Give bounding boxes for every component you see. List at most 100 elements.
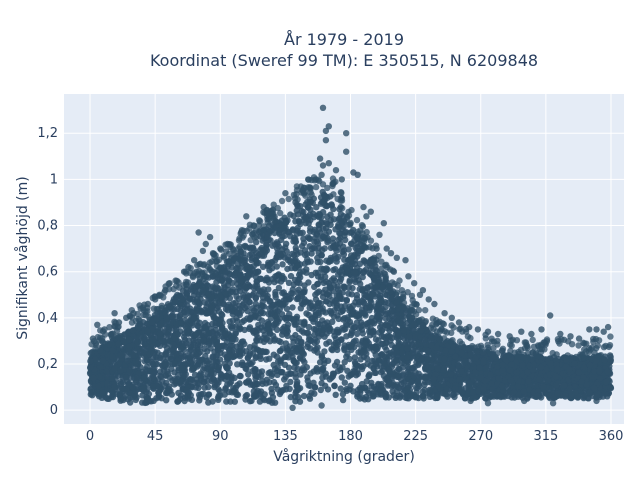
data-point [247,315,254,323]
data-point [393,315,401,322]
data-point [153,315,160,323]
data-point [198,329,205,336]
data-point [304,234,312,241]
data-point [525,378,532,385]
data-point [415,361,422,369]
data-point [398,349,405,356]
data-point [372,360,379,367]
data-point [99,357,107,365]
data-point [253,239,260,246]
data-point [281,314,289,322]
data-point [355,277,362,284]
data-point [225,258,232,265]
data-point [537,364,545,371]
data-point [346,303,353,310]
data-point [246,344,254,351]
data-point [566,366,573,373]
data-point [196,397,203,404]
data-point [400,317,407,324]
data-point [282,353,290,360]
data-point [418,327,425,334]
data-point [396,394,404,401]
data-point [340,223,347,231]
data-point [325,258,333,266]
data-point [171,360,178,367]
data-point [370,328,377,335]
data-point [201,384,208,391]
data-points [86,104,615,411]
data-point [297,269,304,276]
data-point [287,378,294,386]
data-point [347,331,354,339]
data-point [238,361,246,369]
data-point [301,296,308,303]
data-point [351,354,359,361]
data-point [378,327,386,334]
data-point [361,340,369,348]
data-point [344,267,351,274]
data-point [368,383,375,390]
data-point [289,334,296,342]
data-point [337,303,345,310]
data-point [406,333,413,340]
data-point [497,393,505,401]
data-point [294,365,301,373]
data-point [246,350,254,357]
data-point [331,382,338,389]
data-point [394,372,401,379]
data-point [282,219,290,226]
data-point [156,330,164,337]
data-point [413,394,420,401]
data-point [163,317,170,324]
data-point [252,273,260,280]
data-point [345,373,352,380]
data-point [253,336,260,344]
data-point [146,338,153,345]
data-point [240,259,248,266]
data-point [337,366,344,374]
data-point [162,382,169,390]
data-point [358,297,366,305]
data-point [236,323,243,331]
data-point [162,350,169,357]
data-point [333,299,340,307]
data-point [222,386,229,393]
data-point [335,236,343,243]
data-point [498,382,506,390]
data-point [304,374,311,381]
data-point [337,385,344,392]
data-point [581,363,588,371]
data-point [109,375,116,382]
data-point [171,376,178,383]
data-point [230,300,237,307]
data-point [129,352,136,359]
data-point [329,373,337,380]
data-point [326,338,333,346]
data-point [140,387,147,394]
data-point [281,323,288,331]
data-point [336,278,344,285]
data-point [364,387,371,394]
data-point [245,371,252,378]
data-point [308,250,315,257]
data-point [166,374,173,381]
data-point [421,336,428,343]
data-point [357,347,365,354]
data-point [275,337,282,345]
data-point [323,203,330,210]
data-point [224,373,231,381]
data-point [384,374,391,381]
data-point [290,357,297,364]
data-point [422,362,430,370]
data-point [351,359,359,366]
data-point [324,291,331,298]
data-point [494,363,501,370]
data-point [187,392,194,399]
data-point [268,372,275,380]
data-point [140,374,147,381]
data-point [314,289,321,296]
data-point [239,338,247,345]
data-point [135,357,142,364]
data-point [164,301,172,308]
data-point [203,357,210,365]
